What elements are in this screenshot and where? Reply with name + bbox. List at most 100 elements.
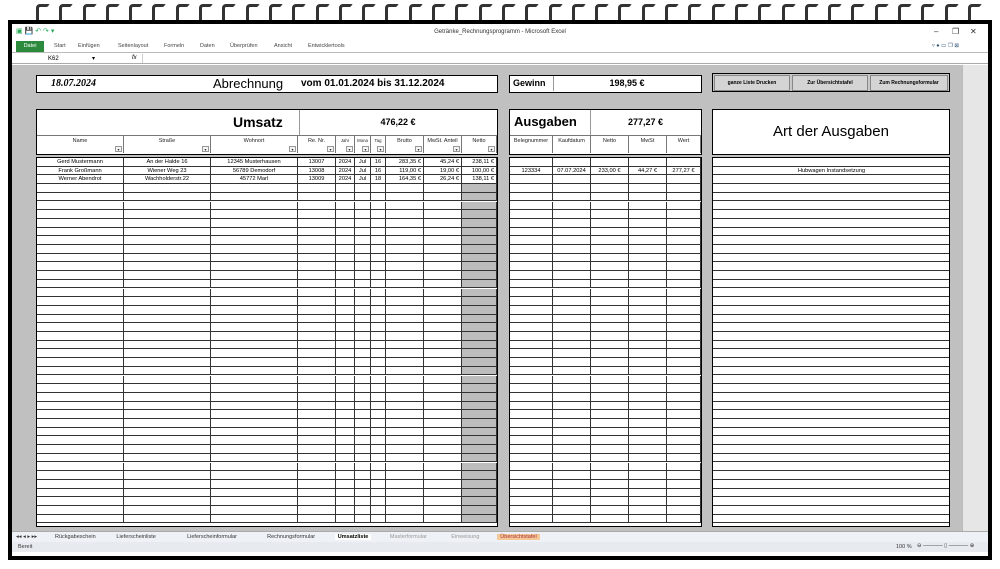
table-cell[interactable] [424, 305, 462, 314]
table-cell[interactable] [298, 349, 336, 358]
table-cell[interactable] [336, 227, 355, 236]
function-icon[interactable]: fx [132, 55, 137, 61]
table-cell[interactable] [667, 262, 701, 271]
tab-ueberpruefen[interactable]: Überprüfen [230, 43, 258, 49]
table-cell[interactable] [336, 445, 355, 453]
table-cell[interactable] [336, 384, 355, 392]
table-cell[interactable] [386, 184, 424, 192]
table-cell[interactable] [355, 288, 371, 297]
table-cell[interactable] [386, 506, 424, 514]
table-cell[interactable] [386, 445, 424, 453]
table-cell[interactable] [371, 497, 386, 505]
table-cell[interactable] [298, 210, 336, 218]
table-cell[interactable] [298, 279, 336, 288]
table-cell[interactable] [591, 305, 629, 314]
table-cell[interactable] [510, 384, 553, 392]
table-cell[interactable] [629, 340, 667, 349]
table-cell[interactable] [124, 488, 211, 497]
table-cell[interactable] [510, 410, 553, 418]
table-cell[interactable] [355, 506, 371, 514]
table-cell[interactable]: Hubwagen Instandsetzung [713, 167, 949, 175]
table-cell[interactable] [462, 419, 497, 427]
table-cell[interactable] [211, 514, 298, 523]
table-cell[interactable] [298, 314, 336, 323]
table-cell[interactable] [713, 289, 949, 297]
table-cell[interactable] [386, 384, 424, 392]
table-cell[interactable] [667, 245, 701, 253]
table-cell[interactable] [591, 201, 629, 210]
table-cell[interactable] [211, 218, 298, 227]
table-cell[interactable] [298, 262, 336, 271]
table-cell[interactable] [371, 506, 386, 514]
table-cell[interactable] [298, 297, 336, 305]
table-cell[interactable] [355, 427, 371, 436]
table-cell[interactable] [124, 314, 211, 323]
table-cell[interactable] [510, 358, 553, 366]
table-cell[interactable] [667, 279, 701, 288]
table-cell[interactable] [371, 401, 386, 410]
table-cell[interactable] [124, 497, 211, 505]
table-cell[interactable] [667, 332, 701, 340]
table-cell[interactable] [211, 288, 298, 297]
table-cell[interactable] [510, 427, 553, 436]
table-cell[interactable] [462, 253, 497, 262]
table-cell[interactable] [355, 462, 371, 471]
table-cell[interactable] [667, 192, 701, 201]
table-cell[interactable] [591, 340, 629, 349]
table-cell[interactable] [713, 454, 949, 462]
table-cell[interactable]: 283,35 € [386, 158, 424, 166]
table-cell[interactable] [355, 297, 371, 305]
table-cell[interactable] [629, 358, 667, 366]
table-cell[interactable]: 138,11 € [462, 175, 497, 184]
table-cell[interactable] [298, 323, 336, 331]
table-cell[interactable] [424, 314, 462, 323]
table-cell[interactable] [298, 436, 336, 445]
table-cell[interactable] [37, 453, 124, 462]
table-cell[interactable] [713, 306, 949, 314]
table-cell[interactable]: 16 [371, 158, 386, 166]
table-cell[interactable] [298, 453, 336, 462]
table-cell[interactable]: Jul [355, 158, 371, 166]
table-cell[interactable] [510, 184, 553, 192]
table-cell[interactable] [553, 227, 591, 236]
table-cell[interactable] [371, 279, 386, 288]
table-cell[interactable] [37, 366, 124, 375]
table-cell[interactable] [371, 210, 386, 218]
table-cell[interactable] [553, 392, 591, 401]
table-cell[interactable] [553, 297, 591, 305]
table-cell[interactable] [37, 297, 124, 305]
table-cell[interactable] [424, 297, 462, 305]
table-cell[interactable] [629, 236, 667, 244]
table-cell[interactable] [591, 210, 629, 218]
table-cell[interactable] [629, 366, 667, 375]
table-cell[interactable] [124, 262, 211, 271]
table-cell[interactable] [629, 253, 667, 262]
table-cell[interactable] [371, 358, 386, 366]
table-cell[interactable] [37, 253, 124, 262]
table-cell[interactable] [510, 340, 553, 349]
table-cell[interactable] [713, 236, 949, 244]
table-cell[interactable] [336, 279, 355, 288]
table-cell[interactable]: 45,24 € [424, 158, 462, 166]
table-cell[interactable] [462, 340, 497, 349]
table-cell[interactable] [629, 218, 667, 227]
table-cell[interactable] [510, 192, 553, 201]
zoom-slider[interactable]: ⊖ ───── ▯ ───── ⊕ [917, 543, 975, 549]
table-cell[interactable] [462, 192, 497, 201]
table-cell[interactable]: 13008 [298, 166, 336, 175]
table-cell[interactable] [386, 453, 424, 462]
table-cell[interactable] [355, 445, 371, 453]
table-cell[interactable]: 2024 [336, 175, 355, 184]
table-cell[interactable] [591, 262, 629, 271]
table-cell[interactable] [629, 158, 667, 166]
table-cell[interactable] [553, 375, 591, 384]
table-cell[interactable] [629, 245, 667, 253]
table-cell[interactable] [713, 202, 949, 210]
table-cell[interactable] [629, 279, 667, 288]
table-cell[interactable] [298, 366, 336, 375]
table-cell[interactable] [667, 497, 701, 505]
sheet-tab[interactable]: Rückgabeschein [55, 534, 96, 540]
table-cell[interactable] [629, 436, 667, 445]
table-cell[interactable] [667, 488, 701, 497]
table-cell[interactable] [371, 410, 386, 418]
